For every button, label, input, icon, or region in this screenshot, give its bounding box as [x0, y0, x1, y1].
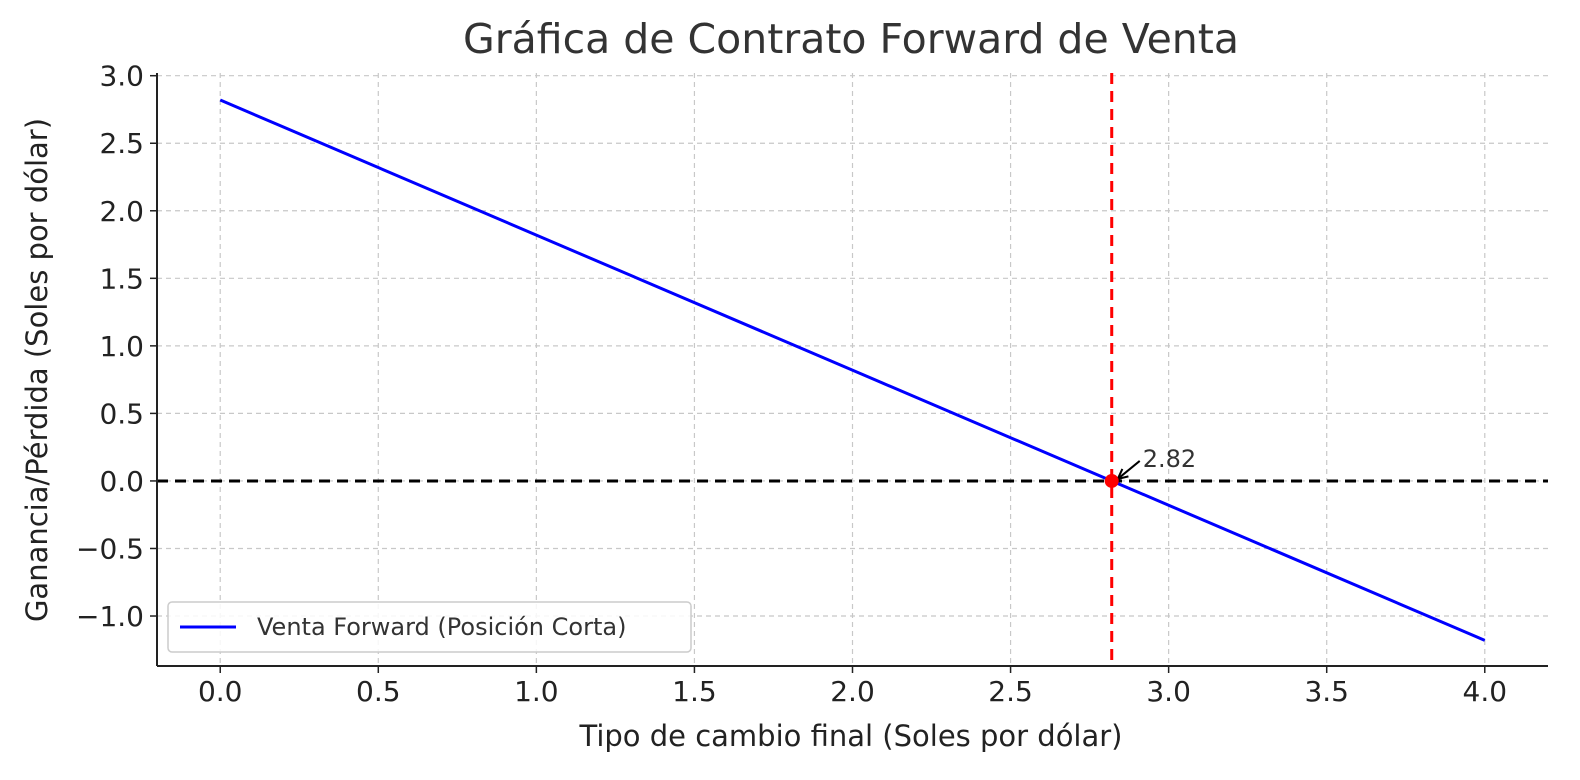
x-tick-label: 3.0 [1146, 675, 1191, 708]
y-tick-label: 1.0 [99, 330, 144, 363]
x-axis-label: Tipo de cambio final (Soles por dólar) [579, 719, 1123, 753]
y-tick-label: −0.5 [76, 532, 144, 565]
annotation-label: 2.82 [1143, 445, 1196, 473]
y-axis-label: Ganancia/Pérdida (Soles por dólar) [20, 118, 54, 622]
y-tick-label: 0.5 [99, 397, 144, 430]
series-layer [219, 98, 1486, 642]
x-tick-label: 1.0 [514, 675, 559, 708]
series-line [219, 98, 1486, 642]
y-tick-label: 1.5 [99, 262, 144, 295]
x-tick-label: 3.5 [1304, 675, 1349, 708]
legend-label: Venta Forward (Posición Corta) [257, 613, 626, 641]
legend: Venta Forward (Posición Corta) [167, 601, 692, 653]
breakeven-point [1104, 473, 1119, 488]
x-tick-label: 4.0 [1463, 675, 1508, 708]
y-tick-label: 2.5 [99, 127, 144, 160]
y-tick-label: 2.0 [99, 195, 144, 228]
y-tick-label: −1.0 [76, 600, 144, 633]
y-axis-ticks: −1.0 −0.5 0.0 0.5 1.0 1.5 2.0 2.5 3.0 [76, 60, 157, 633]
annotation-arrow [1117, 460, 1141, 480]
reference-lines [157, 73, 1548, 666]
legend-box [167, 601, 692, 653]
x-tick-label: 2.5 [988, 675, 1033, 708]
grid [157, 73, 1548, 666]
chart-title: Gráfica de Contrato Forward de Venta [463, 15, 1239, 63]
x-tick-label: 2.0 [830, 675, 875, 708]
x-tick-label: 0.0 [198, 675, 243, 708]
y-tick-label: 3.0 [99, 60, 144, 93]
y-tick-label: 0.0 [99, 465, 144, 498]
x-axis-ticks: 0.0 0.5 1.0 1.5 2.0 2.5 3.0 3.5 4.0 [198, 666, 1507, 708]
x-tick-label: 1.5 [672, 675, 717, 708]
x-tick-label: 0.5 [356, 675, 401, 708]
annotation: 2.82 [1104, 445, 1196, 488]
